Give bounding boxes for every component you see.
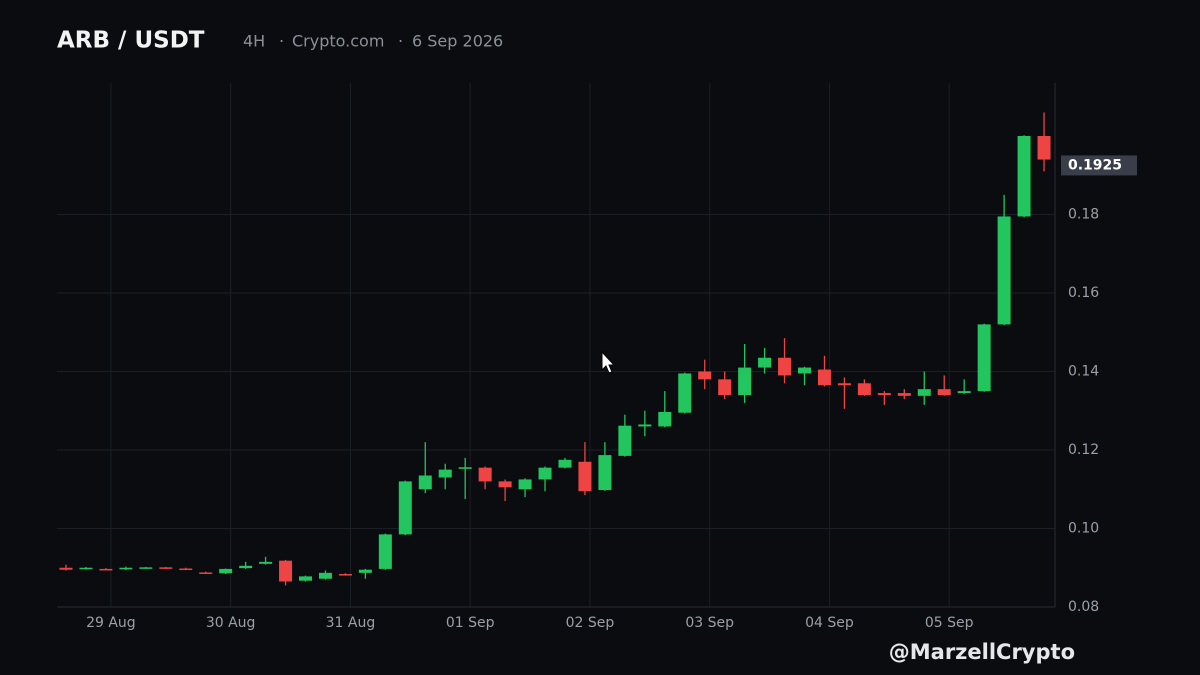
candle-body (957, 391, 971, 394)
candle-body (338, 574, 352, 576)
candle-body (778, 357, 792, 376)
x-tick-label: 31 Aug (326, 615, 376, 631)
candle-body (518, 479, 532, 490)
y-tick-label: 0.18 (1068, 206, 1099, 222)
candle-body (558, 459, 572, 468)
last-price-label: 0.1925 (1068, 157, 1122, 173)
candle-body (398, 481, 412, 535)
date: 6 Sep 2026 (412, 32, 503, 51)
candle-body (997, 216, 1011, 325)
candle-body (1037, 135, 1051, 160)
candle-body (418, 475, 432, 490)
interval: 4H (243, 32, 265, 51)
candle-body (857, 383, 871, 396)
candle-body (678, 373, 692, 413)
candle-body (917, 389, 931, 396)
candle-body (498, 481, 512, 488)
candle-body (458, 467, 472, 469)
candle-body (618, 425, 632, 456)
x-tick-label: 04 Sep (805, 615, 854, 631)
candle-body (538, 467, 552, 480)
candle-body (79, 567, 93, 570)
watermark: @MarzellCrypto (889, 640, 1075, 664)
candle-body (358, 569, 372, 573)
x-tick-label: 05 Sep (925, 615, 974, 631)
x-tick-label: 02 Sep (566, 615, 615, 631)
candle-body (1017, 135, 1031, 217)
last-price-box (1061, 155, 1137, 176)
candle-body (239, 565, 253, 569)
candle-body (378, 534, 392, 569)
candle-body (738, 367, 752, 396)
chart-title: ARB / USDT (57, 28, 205, 54)
candle-body (139, 567, 153, 569)
candle-body (798, 367, 812, 374)
separator: · (279, 32, 284, 51)
candle-body (438, 469, 452, 478)
candle-body (299, 576, 313, 581)
y-tick-label: 0.08 (1068, 599, 1099, 615)
candle-body (259, 561, 273, 564)
candle-body (877, 393, 891, 396)
candle-body (718, 379, 732, 396)
exchange: Crypto.com (292, 32, 384, 51)
candle-body (199, 572, 213, 574)
y-tick-label: 0.16 (1068, 285, 1099, 301)
candle-body (59, 567, 73, 570)
cursor (601, 350, 616, 374)
candle-body (578, 461, 592, 492)
candle-body (478, 467, 492, 482)
x-tick-label: 03 Sep (685, 615, 734, 631)
x-tick-label: 29 Aug (86, 615, 136, 631)
candle-body (638, 424, 652, 427)
candle-body (977, 324, 991, 392)
candle-body (159, 567, 173, 569)
candle-body (698, 371, 712, 380)
candle-body (219, 568, 233, 574)
y-tick-label: 0.12 (1068, 442, 1099, 458)
candle-body (658, 411, 672, 427)
x-tick-label: 30 Aug (206, 615, 256, 631)
x-tick-label: 01 Sep (446, 615, 495, 631)
separator: · (398, 32, 403, 51)
candle-body (837, 383, 851, 386)
candle-body (318, 572, 332, 579)
candle-body (119, 567, 133, 570)
candle-body (279, 560, 293, 582)
y-tick-label: 0.10 (1068, 520, 1099, 536)
candle-body (99, 568, 113, 571)
candle-body (817, 369, 831, 386)
y-tick-label: 0.14 (1068, 363, 1099, 379)
candle-body (179, 568, 193, 571)
candle-body (897, 393, 911, 396)
candle-body (598, 455, 612, 491)
candle-body (758, 357, 772, 368)
candle-body (937, 389, 951, 396)
